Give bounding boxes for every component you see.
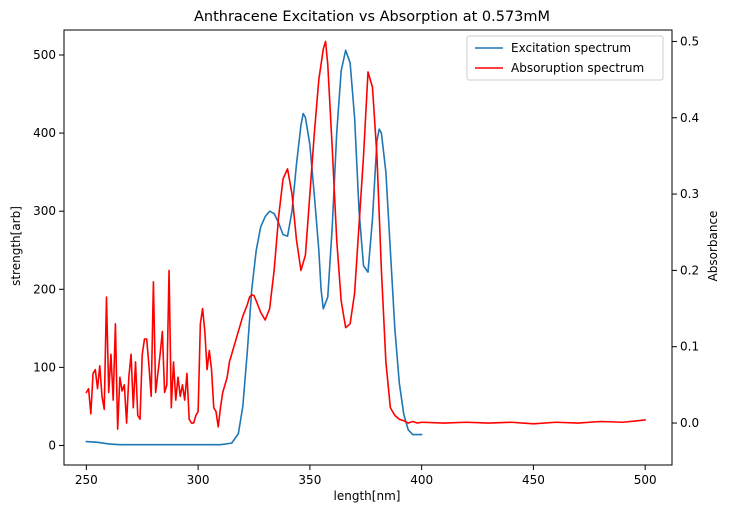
legend-label-absorption: Absoruption spectrum bbox=[511, 61, 644, 75]
y-left-tick-label: 500 bbox=[33, 48, 56, 62]
x-tick-label: 500 bbox=[634, 473, 657, 487]
x-tick-label: 400 bbox=[410, 473, 433, 487]
y-axis-label-right: Absorbance bbox=[706, 211, 720, 282]
x-axis-label: length[nm] bbox=[334, 489, 401, 503]
x-tick-label: 300 bbox=[187, 473, 210, 487]
y-left-tick-label: 100 bbox=[33, 360, 56, 374]
y-right-tick-label: 0.1 bbox=[680, 340, 699, 354]
y-right-tick-label: 0.0 bbox=[680, 416, 699, 430]
y-axis-label-left: strength[arb] bbox=[9, 206, 23, 286]
legend-box bbox=[466, 35, 664, 81]
x-tick-label: 250 bbox=[75, 473, 98, 487]
y-right-tick-label: 0.3 bbox=[680, 187, 699, 201]
legend-label-excitation: Excitation spectrum bbox=[511, 41, 631, 55]
absorption-series-line bbox=[85, 40, 646, 430]
x-tick-label: 450 bbox=[522, 473, 545, 487]
y-left-tick-label: 300 bbox=[33, 204, 56, 218]
excitation-series-line bbox=[85, 49, 423, 446]
y-left-tick-label: 200 bbox=[33, 282, 56, 296]
chart-title: Anthracene Excitation vs Absorption at 0… bbox=[194, 9, 550, 25]
x-tick-label: 350 bbox=[298, 473, 321, 487]
y-left-tick-label: 400 bbox=[33, 126, 56, 140]
legend: Excitation spectrum Absoruption spectrum bbox=[466, 35, 664, 81]
y-right-tick-label: 0.4 bbox=[680, 111, 699, 125]
y-right-tick-label: 0.5 bbox=[680, 34, 699, 48]
y-left-tick-label: 0 bbox=[48, 438, 56, 452]
y-right-tick-label: 0.2 bbox=[680, 263, 699, 277]
plot-frame bbox=[63, 29, 673, 466]
plot-area: 250 300 350 400 450 500 0 100 200 300 400 500 0.0 0.1… bbox=[33, 29, 699, 487]
